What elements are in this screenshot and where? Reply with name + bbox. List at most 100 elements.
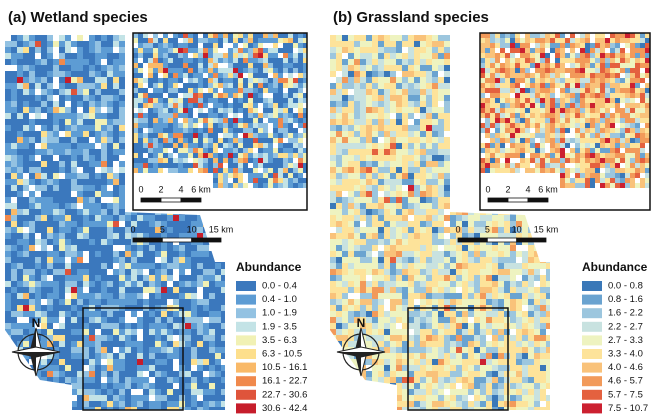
map-pixel	[208, 153, 213, 158]
map-pixel	[203, 383, 209, 389]
map-pixel	[248, 98, 253, 103]
map-pixel	[137, 263, 143, 269]
map-pixel	[178, 168, 183, 173]
map-pixel	[263, 183, 268, 188]
map-pixel	[35, 149, 41, 155]
map-pixel	[138, 38, 143, 43]
map-pixel	[528, 275, 534, 281]
map-pixel	[23, 371, 29, 377]
map-pixel	[168, 98, 173, 103]
map-pixel	[163, 168, 168, 173]
map-pixel	[125, 407, 131, 410]
map-pixel	[17, 221, 23, 227]
map-pixel	[516, 233, 522, 239]
map-pixel	[83, 209, 89, 215]
map-pixel	[438, 215, 444, 221]
map-pixel	[228, 178, 233, 183]
map-pixel	[408, 263, 414, 269]
map-pixel	[17, 65, 23, 71]
map-pixel	[209, 383, 215, 389]
map-pixel	[23, 299, 29, 305]
map-pixel	[468, 131, 474, 137]
map-pixel	[173, 335, 179, 341]
map-pixel	[402, 53, 408, 59]
map-pixel	[59, 197, 65, 203]
map-pixel	[155, 251, 161, 257]
map-pixel	[183, 33, 188, 38]
map-pixel	[153, 63, 158, 68]
map-pixel	[53, 53, 59, 59]
map-pixel	[293, 118, 298, 123]
map-pixel	[11, 143, 17, 149]
map-pixel	[366, 143, 372, 149]
map-pixel	[330, 221, 336, 227]
map-pixel	[161, 287, 167, 293]
map-pixel	[53, 77, 59, 83]
map-pixel	[179, 221, 185, 227]
map-pixel	[29, 203, 35, 209]
map-pixel	[366, 197, 372, 203]
map-pixel	[283, 48, 288, 53]
map-pixel	[41, 227, 47, 233]
map-pixel	[71, 209, 77, 215]
map-pixel	[268, 163, 273, 168]
map-pixel	[432, 227, 438, 233]
map-pixel	[47, 371, 53, 377]
map-pixel	[113, 191, 119, 197]
map-pixel	[366, 239, 372, 245]
map-pixel	[71, 83, 77, 89]
map-pixel	[35, 395, 41, 401]
map-pixel	[131, 275, 137, 281]
map-pixel	[384, 119, 390, 125]
map-pixel	[426, 245, 432, 251]
map-pixel	[158, 73, 163, 78]
map-pixel	[278, 33, 283, 38]
map-pixel	[17, 317, 23, 323]
map-pixel	[47, 167, 53, 173]
map-pixel	[41, 119, 47, 125]
map-pixel	[218, 98, 223, 103]
map-pixel	[330, 59, 336, 65]
map-pixel	[178, 138, 183, 143]
map-pixel	[456, 131, 462, 137]
map-pixel	[168, 33, 173, 38]
map-pixel	[153, 88, 158, 93]
map-pixel	[498, 263, 504, 269]
map-pixel	[173, 118, 178, 123]
map-pixel	[198, 43, 203, 48]
map-pixel	[258, 98, 263, 103]
map-pixel	[148, 108, 153, 113]
map-pixel	[168, 113, 173, 118]
map-pixel	[167, 221, 173, 227]
map-pixel	[35, 305, 41, 311]
map-pixel	[65, 209, 71, 215]
map-pixel	[89, 101, 95, 107]
map-pixel	[17, 245, 23, 251]
map-pixel	[161, 311, 167, 317]
map-pixel	[456, 167, 462, 173]
map-pixel	[35, 389, 41, 395]
map-pixel	[158, 58, 163, 63]
map-pixel	[450, 269, 456, 275]
map-pixel	[89, 341, 95, 347]
map-pixel	[178, 143, 183, 148]
map-pixel	[5, 383, 11, 389]
map-pixel	[486, 215, 492, 221]
map-pixel	[209, 389, 215, 395]
map-pixel	[168, 43, 173, 48]
map-pixel	[113, 119, 119, 125]
map-pixel	[59, 71, 65, 77]
map-pixel	[119, 353, 125, 359]
map-pixel	[221, 275, 225, 281]
map-pixel	[342, 107, 348, 113]
map-pixel	[23, 59, 29, 65]
map-pixel	[131, 227, 137, 233]
map-pixel	[178, 73, 183, 78]
map-pixel	[336, 209, 342, 215]
map-pixel	[183, 73, 188, 78]
map-pixel	[408, 149, 414, 155]
map-pixel	[29, 257, 35, 263]
map-pixel	[384, 161, 390, 167]
map-pixel	[149, 407, 155, 410]
map-pixel	[161, 347, 167, 353]
